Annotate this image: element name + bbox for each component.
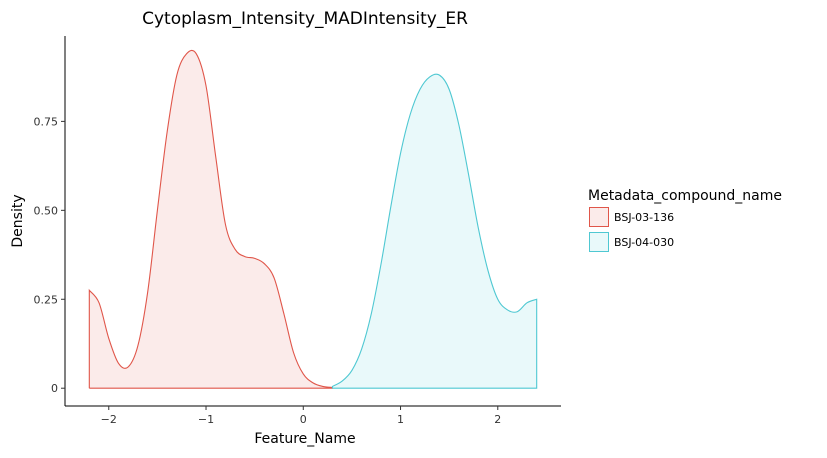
- x-axis-title: Feature_Name: [254, 431, 355, 447]
- y-tick-label-3: 0.75: [34, 115, 59, 128]
- density-areas: [89, 50, 537, 389]
- density-lines: [88, 49, 538, 389]
- density-area-0: [89, 50, 333, 389]
- density-line-1: [331, 73, 538, 389]
- legend-label-0: BSJ-03-136: [614, 211, 674, 224]
- x-tick-label-4: 2: [494, 413, 501, 426]
- y-tick-label-2: 0.50: [34, 204, 59, 217]
- legend-title: Metadata_compound_name: [588, 188, 782, 204]
- y-tick-label-1: 0.25: [34, 293, 59, 306]
- x-tick-label-2: 0: [300, 413, 307, 426]
- x-tick-label-0: −2: [101, 413, 117, 426]
- legend: Metadata_compound_name BSJ-03-136 BSJ-04-…: [588, 188, 782, 252]
- legend-swatch-1: [589, 232, 609, 252]
- density-line-0: [88, 49, 333, 389]
- x-tick-label-1: −1: [198, 413, 214, 426]
- x-axis-ticks: −2 −1 0 1 2: [101, 406, 501, 426]
- x-tick-label-3: 1: [397, 413, 404, 426]
- y-tick-label-0: 0: [51, 382, 58, 395]
- legend-label-1: BSJ-04-030: [614, 236, 674, 249]
- chart-title: Cytoplasm_Intensity_MADIntensity_ER: [142, 9, 468, 29]
- density-area-1: [332, 74, 537, 389]
- legend-swatch-0: [589, 207, 609, 227]
- y-axis-ticks: 0 0.25 0.50 0.75: [34, 115, 65, 395]
- y-axis-title: Density: [10, 194, 26, 247]
